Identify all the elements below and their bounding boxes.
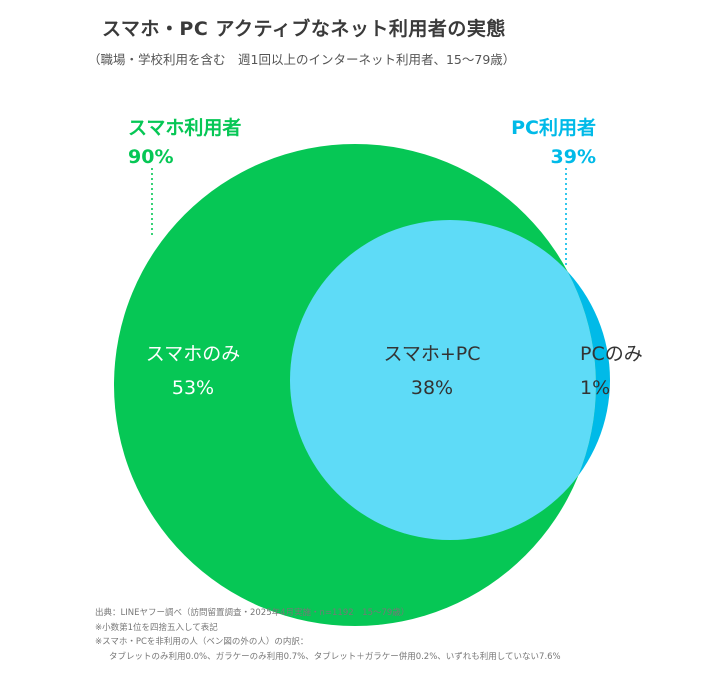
both-label: スマホ+PC: [383, 343, 480, 365]
pc-only-label: PCのみ: [580, 343, 643, 365]
overlap-region: [290, 220, 596, 540]
source-note: 出典：LINEヤフー調べ（訪問留置調査・2025年4月実施・n=1192 15～…: [95, 608, 410, 618]
non-user-note: ※スマホ・PCを非利用の人（ベン図の外の人）の内訳：: [95, 637, 309, 647]
chart-title: スマホ・PC アクティブなネット利用者の実態: [102, 18, 506, 40]
pc-set-value: 39%: [551, 146, 596, 168]
smartphone-set-label: スマホ利用者: [128, 117, 241, 139]
pc-only-value: 1%: [580, 377, 610, 399]
chart-subtitle: （職場・学校利用を含む 週1回以上のインターネット利用者、15～79歳）: [88, 52, 516, 67]
smartphone-only-value: 53%: [172, 377, 214, 399]
smartphone-set-value: 90%: [128, 146, 173, 168]
both-value: 38%: [411, 377, 453, 399]
footnotes: 出典：LINEヤフー調べ（訪問留置調査・2025年4月実施・n=1192 15～…: [95, 606, 561, 664]
smartphone-only-label: スマホのみ: [146, 343, 240, 365]
rounding-note: ※小数第1位を四捨五入して表記: [95, 622, 218, 633]
pc-set-label: PC利用者: [511, 117, 596, 139]
non-user-breakdown: タブレットのみ利用0.0%、ガラケーのみ利用0.7%、タブレット＋ガラケー併用0…: [109, 651, 561, 662]
